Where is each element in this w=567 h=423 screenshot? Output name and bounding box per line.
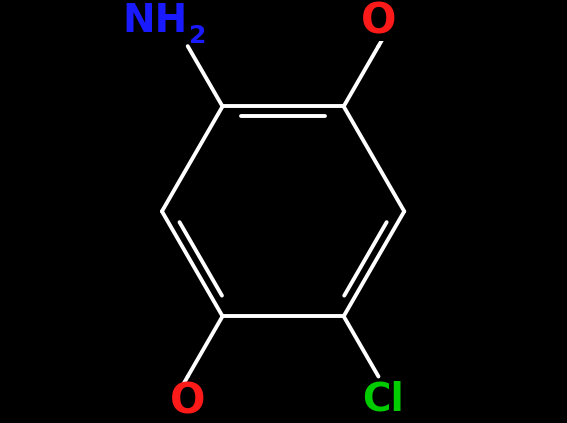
Text: O: O — [170, 381, 205, 423]
Text: O: O — [361, 0, 396, 42]
Text: Cl: Cl — [362, 381, 404, 419]
Text: 2: 2 — [189, 24, 207, 48]
Text: NH: NH — [122, 2, 188, 40]
